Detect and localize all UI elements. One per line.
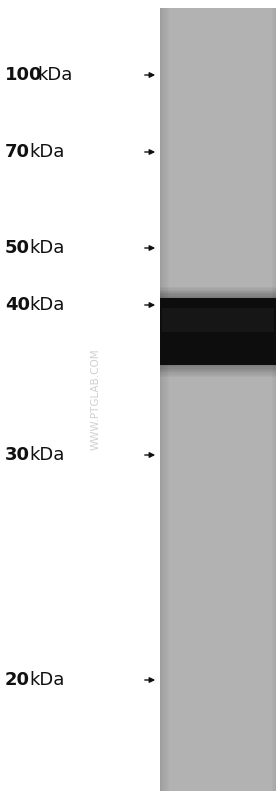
- Bar: [167, 8, 169, 791]
- Text: 20: 20: [5, 671, 30, 689]
- Bar: [160, 8, 276, 791]
- Bar: [160, 294, 276, 296]
- Bar: [160, 371, 276, 372]
- Bar: [165, 8, 166, 791]
- Bar: [160, 372, 276, 373]
- Bar: [160, 291, 276, 292]
- Text: kDa: kDa: [29, 296, 64, 314]
- Bar: [162, 308, 274, 332]
- Bar: [163, 8, 165, 791]
- Bar: [160, 368, 276, 370]
- Text: 50: 50: [5, 239, 30, 257]
- Bar: [162, 8, 163, 791]
- Bar: [160, 293, 276, 294]
- Bar: [160, 286, 276, 287]
- Bar: [160, 287, 276, 288]
- Bar: [160, 375, 276, 376]
- Text: 40: 40: [5, 296, 30, 314]
- Bar: [160, 366, 276, 368]
- Bar: [160, 292, 276, 293]
- Text: kDa: kDa: [37, 66, 72, 84]
- Bar: [160, 370, 276, 371]
- Bar: [160, 373, 276, 375]
- Bar: [160, 365, 276, 366]
- Text: kDa: kDa: [29, 446, 64, 464]
- Bar: [160, 288, 276, 289]
- Bar: [272, 8, 273, 791]
- Text: 100: 100: [5, 66, 43, 84]
- Text: kDa: kDa: [29, 143, 64, 161]
- Text: kDa: kDa: [29, 671, 64, 689]
- Bar: [160, 289, 276, 291]
- Text: WWW.PTGLAB.COM: WWW.PTGLAB.COM: [90, 348, 100, 451]
- Bar: [160, 298, 276, 365]
- Bar: [166, 8, 167, 791]
- Bar: [160, 8, 162, 791]
- Text: kDa: kDa: [29, 239, 64, 257]
- Bar: [274, 8, 276, 791]
- Bar: [160, 376, 276, 377]
- Text: 30: 30: [5, 446, 30, 464]
- Text: 70: 70: [5, 143, 30, 161]
- Bar: [160, 296, 276, 298]
- Bar: [273, 8, 274, 791]
